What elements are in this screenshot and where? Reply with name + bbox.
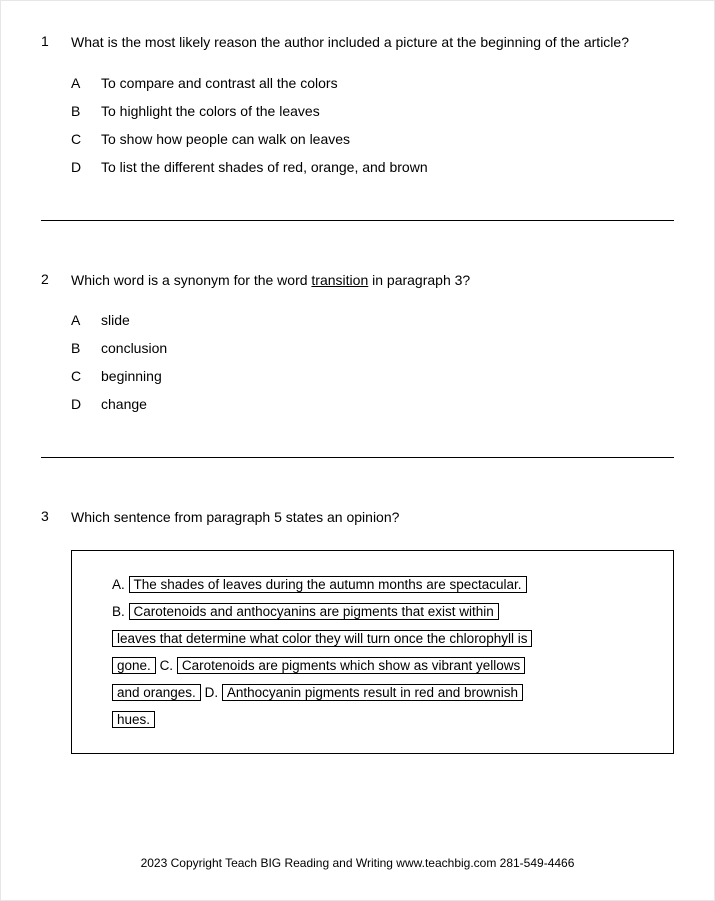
answer-box: A. The shades of leaves during the autum… xyxy=(71,550,674,754)
q3-c-letter: C. xyxy=(160,658,174,673)
option-letter: A xyxy=(71,312,101,328)
option-text: conclusion xyxy=(101,340,674,356)
option-b[interactable]: B To highlight the colors of the leaves xyxy=(71,103,674,119)
q3-a-text[interactable]: The shades of leaves during the autumn m… xyxy=(129,576,527,593)
option-c[interactable]: C To show how people can walk on leaves xyxy=(71,131,674,147)
question-row: 3 Which sentence from paragraph 5 states… xyxy=(41,508,674,528)
question-text: What is the most likely reason the autho… xyxy=(71,33,674,53)
q3-b-letter: B. xyxy=(112,604,125,619)
option-d[interactable]: D To list the different shades of red, o… xyxy=(71,159,674,175)
option-text: change xyxy=(101,396,674,412)
question-number: 1 xyxy=(41,33,71,49)
option-a[interactable]: A slide xyxy=(71,312,674,328)
option-letter: A xyxy=(71,75,101,91)
divider xyxy=(41,220,674,221)
question-row: 1 What is the most likely reason the aut… xyxy=(41,33,674,53)
option-letter: D xyxy=(71,396,101,412)
q3-c-text-1[interactable]: Carotenoids are pigments which show as v… xyxy=(177,657,525,674)
option-letter: C xyxy=(71,131,101,147)
option-text: To show how people can walk on leaves xyxy=(101,131,674,147)
q2-underline: transition xyxy=(311,272,368,288)
option-b[interactable]: B conclusion xyxy=(71,340,674,356)
option-a[interactable]: A To compare and contrast all the colors xyxy=(71,75,674,91)
q3-b-text-3[interactable]: gone. xyxy=(112,657,156,674)
q2-pre: Which word is a synonym for the word xyxy=(71,272,311,288)
divider xyxy=(41,457,674,458)
question-2: 2 Which word is a synonym for the word t… xyxy=(41,271,674,413)
option-letter: B xyxy=(71,103,101,119)
q3-b-text-2[interactable]: leaves that determine what color they wi… xyxy=(112,630,532,647)
q3-d-text-2[interactable]: hues. xyxy=(112,711,155,728)
q3-c-text-2[interactable]: and oranges. xyxy=(112,684,201,701)
option-text: slide xyxy=(101,312,674,328)
option-text: To compare and contrast all the colors xyxy=(101,75,674,91)
question-3: 3 Which sentence from paragraph 5 states… xyxy=(41,508,674,754)
question-number: 3 xyxy=(41,508,71,524)
copyright-footer: 2023 Copyright Teach BIG Reading and Wri… xyxy=(1,856,714,870)
q3-d-text-1[interactable]: Anthocyanin pigments result in red and b… xyxy=(222,684,523,701)
option-letter: B xyxy=(71,340,101,356)
worksheet-page: 1 What is the most likely reason the aut… xyxy=(0,0,715,901)
option-d[interactable]: D change xyxy=(71,396,674,412)
option-text: To highlight the colors of the leaves xyxy=(101,103,674,119)
option-text: To list the different shades of red, ora… xyxy=(101,159,674,175)
options-list: A slide B conclusion C beginning D chang… xyxy=(71,312,674,412)
question-row: 2 Which word is a synonym for the word t… xyxy=(41,271,674,291)
question-number: 2 xyxy=(41,271,71,287)
question-text: Which word is a synonym for the word tra… xyxy=(71,271,674,291)
options-list: A To compare and contrast all the colors… xyxy=(71,75,674,175)
q3-d-letter: D. xyxy=(205,685,219,700)
q3-b-text-1[interactable]: Carotenoids and anthocyanins are pigment… xyxy=(129,603,499,620)
option-text: beginning xyxy=(101,368,674,384)
q3-a-letter: A. xyxy=(112,577,125,592)
question-text: Which sentence from paragraph 5 states a… xyxy=(71,508,674,528)
option-letter: D xyxy=(71,159,101,175)
question-1: 1 What is the most likely reason the aut… xyxy=(41,33,674,175)
option-letter: C xyxy=(71,368,101,384)
q2-post: in paragraph 3? xyxy=(368,272,470,288)
option-c[interactable]: C beginning xyxy=(71,368,674,384)
